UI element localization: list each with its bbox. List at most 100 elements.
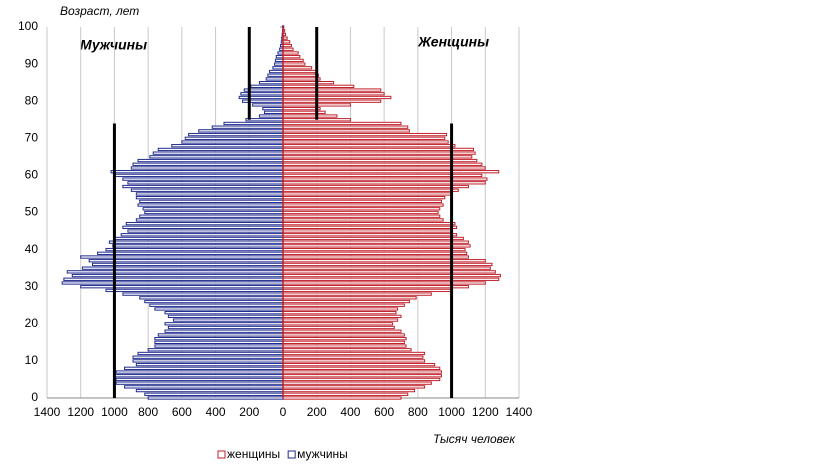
left-label: Мужчины	[80, 37, 147, 53]
bar	[282, 151, 476, 155]
bar	[127, 229, 284, 233]
bar	[149, 303, 284, 307]
bar	[112, 244, 284, 248]
x-tick-label: 1400	[506, 405, 533, 419]
bar	[274, 62, 284, 66]
bar	[267, 73, 284, 77]
x-tick-label: 800	[408, 405, 428, 419]
bar	[282, 247, 466, 252]
bar	[282, 95, 392, 100]
bar	[282, 147, 474, 152]
bar	[282, 218, 444, 222]
bar	[282, 43, 292, 48]
bar	[282, 385, 426, 389]
bar	[282, 47, 294, 51]
bar	[282, 273, 501, 278]
bar	[137, 351, 284, 356]
bar	[282, 251, 468, 255]
bar	[282, 62, 306, 66]
bar	[262, 106, 284, 111]
bar	[113, 173, 284, 178]
bar	[184, 136, 284, 140]
bar	[282, 381, 432, 385]
bar	[63, 277, 284, 281]
x-tick-label: 1200	[67, 405, 94, 419]
bar	[282, 329, 402, 333]
y-tick-label: 100	[18, 19, 38, 33]
bar	[115, 377, 284, 382]
bar	[282, 125, 409, 129]
bar	[282, 51, 299, 55]
bar	[282, 259, 486, 263]
bar	[164, 329, 284, 333]
y-tick-label: 0	[31, 390, 38, 404]
bar	[282, 84, 355, 89]
bar	[188, 132, 284, 137]
bar	[275, 55, 284, 59]
bar	[113, 236, 284, 241]
bar	[263, 110, 284, 114]
bar	[240, 92, 284, 96]
bar	[282, 374, 442, 378]
bar	[282, 140, 449, 144]
bar	[282, 288, 453, 293]
bar	[272, 66, 284, 70]
bar	[282, 388, 415, 393]
bar	[139, 199, 284, 204]
legend-swatch	[217, 450, 226, 459]
bar	[108, 240, 284, 244]
bar	[282, 377, 441, 382]
bar	[282, 58, 304, 63]
bar	[282, 359, 426, 363]
bar	[157, 147, 284, 152]
bar	[282, 80, 335, 85]
x-tick-label: 800	[138, 405, 158, 419]
bar	[282, 281, 486, 285]
bar	[282, 255, 469, 259]
bar	[88, 259, 284, 263]
bar	[135, 362, 284, 367]
bar	[144, 392, 284, 396]
bar	[132, 359, 284, 363]
bar	[277, 51, 284, 55]
bar	[115, 381, 284, 385]
bar	[282, 325, 395, 330]
x-tick-label: 400	[340, 405, 360, 419]
bar	[282, 158, 478, 163]
bar	[282, 99, 382, 103]
legend-swatch	[287, 450, 296, 459]
bar	[282, 55, 301, 59]
bar	[282, 233, 458, 237]
bar	[282, 210, 439, 215]
x-tick-label: 1000	[438, 405, 465, 419]
bar	[282, 348, 412, 352]
bar	[154, 336, 284, 341]
y-tick-label: 50	[25, 205, 39, 219]
x-tick-label: 400	[206, 405, 226, 419]
bar	[167, 314, 284, 319]
bar	[282, 333, 405, 337]
bar	[282, 66, 313, 70]
bar	[282, 336, 407, 341]
bar	[282, 277, 500, 281]
bar	[172, 318, 284, 322]
bar	[164, 311, 284, 315]
bar	[238, 95, 284, 100]
bar	[122, 177, 284, 181]
bar	[282, 292, 432, 296]
bar	[282, 181, 486, 185]
bar	[181, 140, 284, 144]
bar	[282, 229, 453, 233]
right-label: Женщины	[417, 34, 489, 50]
bar	[139, 296, 284, 300]
bar	[282, 340, 405, 345]
bar	[282, 92, 385, 96]
bar	[130, 166, 284, 170]
y-tick-label: 10	[25, 353, 39, 367]
bar	[282, 351, 426, 356]
bar	[282, 362, 436, 367]
bar	[282, 110, 326, 114]
y-tick-label: 60	[25, 168, 39, 182]
bar	[122, 225, 284, 229]
bar	[124, 366, 284, 370]
